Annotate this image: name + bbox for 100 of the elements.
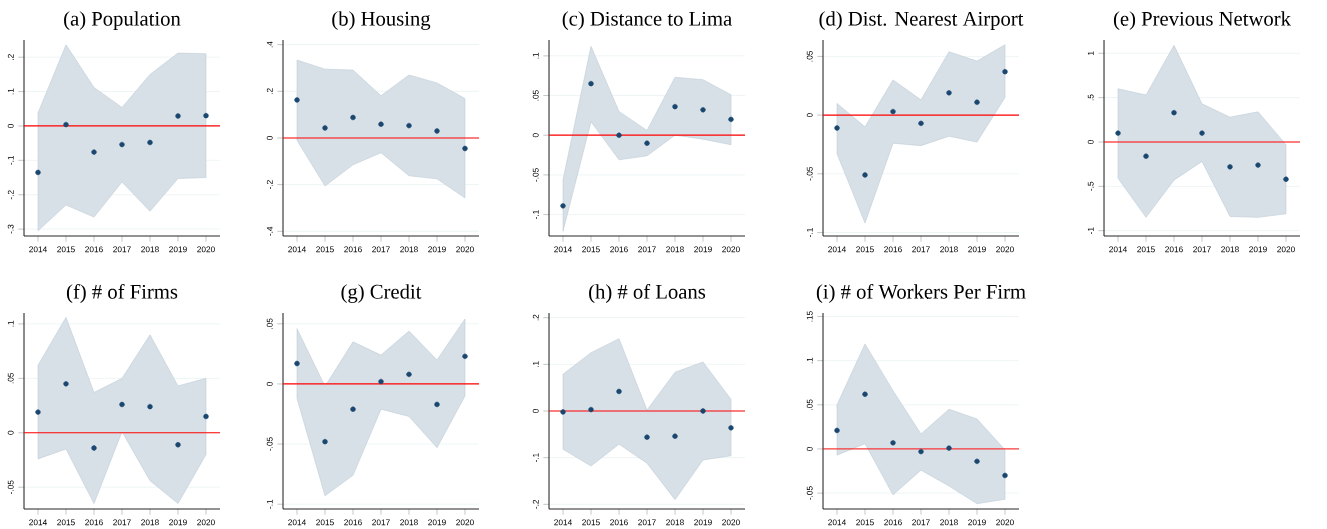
y-tick-label: .05 (266, 318, 273, 329)
x-tick-label: 2015 (856, 246, 874, 253)
chart-title: (a) Population (64, 11, 181, 30)
x-tick-label: 2014 (554, 519, 572, 526)
y-tick-label: 0 (1087, 140, 1094, 144)
point (63, 381, 69, 387)
x-tick-label: 2020 (722, 519, 740, 526)
y-tick-label: -.2 (532, 499, 539, 509)
point (35, 169, 41, 176)
point (644, 140, 650, 146)
x-tick-label: 2014 (828, 246, 846, 253)
y-tick-label: .2 (7, 54, 14, 60)
chart-title: (d) Dist. Nearest Airport (819, 11, 1024, 30)
point (834, 427, 840, 434)
x-tick-label: 2018 (400, 246, 418, 253)
point (672, 433, 678, 439)
x-tick-label: 2017 (372, 246, 390, 253)
x-tick-label: 2020 (456, 246, 474, 253)
point (350, 406, 356, 412)
y-tick-label: .5 (1087, 94, 1094, 101)
x-tick-label: 2016 (1165, 246, 1183, 253)
x-tick-label: 2016 (85, 519, 103, 526)
y-tick-label: .05 (806, 51, 813, 62)
point (91, 149, 97, 155)
point (119, 141, 125, 148)
chart-title: (f) # of Firms (66, 284, 178, 303)
x-tick-label: 2014 (554, 246, 572, 253)
point (294, 97, 300, 103)
point (1115, 130, 1121, 136)
point (462, 353, 468, 359)
y-tick-label: 0 (7, 123, 14, 128)
x-tick-label: 2017 (1193, 246, 1211, 253)
x-tick-label: 2017 (912, 246, 930, 253)
point (147, 139, 153, 146)
y-tick-label: -.3 (7, 224, 14, 234)
point (918, 448, 924, 455)
point (672, 103, 678, 110)
y-tick-label: -.1 (532, 210, 539, 220)
y-tick-label: -.5 (1087, 181, 1094, 191)
x-tick-label: 2019 (694, 519, 712, 526)
point (588, 406, 594, 413)
x-tick-label: 2015 (1137, 246, 1155, 253)
point (918, 120, 924, 126)
point (378, 121, 384, 127)
point (1255, 162, 1261, 168)
x-tick-label: 2014 (288, 246, 306, 253)
point (890, 108, 896, 115)
x-tick-label: 2018 (141, 246, 159, 253)
point (434, 401, 440, 408)
point (644, 434, 650, 440)
point (322, 438, 328, 445)
point (974, 99, 980, 105)
y-tick-label: 0 (532, 409, 539, 413)
point (890, 440, 896, 446)
y-tick-label: .1 (806, 357, 813, 364)
point (946, 90, 952, 96)
x-tick-label: 2019 (169, 519, 187, 526)
x-tick-label: 2016 (610, 519, 628, 526)
y-tick-label: .05 (532, 90, 539, 101)
point (1002, 472, 1008, 479)
chart-title: (b) Housing (332, 11, 431, 30)
y-tick-label: -.05 (7, 480, 14, 494)
y-tick-label: 0 (806, 446, 813, 451)
x-tick-label: 2019 (968, 519, 986, 526)
x-tick-label: 2019 (428, 246, 446, 253)
point (1227, 164, 1233, 170)
point (203, 413, 209, 420)
point (946, 445, 952, 451)
point (1199, 130, 1205, 136)
point (560, 409, 566, 415)
x-tick-label: 2017 (113, 519, 131, 526)
point (175, 113, 181, 119)
y-tick-label: .1 (532, 52, 539, 59)
point (616, 132, 622, 138)
x-tick-label: 2016 (85, 246, 103, 253)
x-tick-label: 2017 (638, 519, 656, 526)
x-tick-label: 2018 (940, 519, 958, 526)
point (616, 388, 622, 395)
x-tick-label: 2019 (1249, 246, 1267, 253)
y-tick-label: -.05 (266, 437, 273, 451)
x-tick-label: 2017 (912, 519, 930, 526)
chart-title: (c) Distance to Lima (562, 11, 732, 30)
chart-title: (e) Previous Network (1113, 11, 1291, 30)
y-tick-label: .2 (532, 314, 539, 321)
point (322, 125, 328, 131)
x-tick-label: 2018 (666, 519, 684, 526)
y-tick-label: .15 (806, 311, 813, 322)
x-tick-label: 2018 (940, 246, 958, 253)
point (560, 203, 566, 209)
x-tick-label: 2016 (610, 246, 628, 253)
x-tick-label: 2015 (316, 246, 334, 253)
point (700, 107, 706, 113)
x-tick-label: 2019 (968, 246, 986, 253)
point (294, 360, 300, 367)
point (834, 125, 840, 131)
x-tick-label: 2015 (57, 246, 75, 253)
y-tick-label: -.1 (7, 155, 14, 165)
x-tick-label: 2015 (582, 246, 600, 253)
y-tick-label: -1 (1087, 227, 1094, 234)
x-tick-label: 2016 (884, 246, 902, 253)
